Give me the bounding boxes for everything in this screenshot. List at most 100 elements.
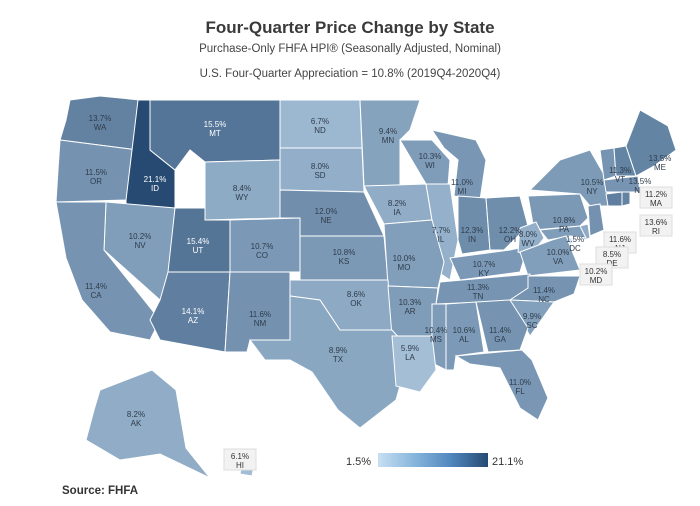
state-abbr-wa: WA xyxy=(94,123,107,132)
state-me[interactable] xyxy=(625,109,677,177)
state-value-dc: 1.5% xyxy=(566,235,584,244)
state-abbr-mi: MI xyxy=(458,187,467,196)
state-mo[interactable] xyxy=(383,219,445,289)
state-value-nm: 11.6% xyxy=(249,310,271,319)
label-box-ma xyxy=(639,186,673,209)
map-subtitle: Purchase-Only FHFA HPI® (Seasonally Adju… xyxy=(199,43,501,55)
state-abbr-nm: NM xyxy=(254,319,267,328)
state-value-md: 10.2% xyxy=(585,267,608,276)
state-abbr-sc: SC xyxy=(526,321,537,330)
state-abbr-ne: NE xyxy=(320,216,331,225)
state-value-ca: 11.4% xyxy=(85,282,107,291)
state-abbr-or: OR xyxy=(90,177,102,186)
state-value-ok: 8.6% xyxy=(347,290,365,299)
state-ak[interactable] xyxy=(85,369,211,479)
state-value-ma: 11.2% xyxy=(645,190,667,199)
state-abbr-oh: OH xyxy=(504,235,516,244)
state-la[interactable] xyxy=(391,335,437,393)
state-oh[interactable] xyxy=(485,195,529,251)
state-value-nv: 10.2% xyxy=(129,232,152,241)
state-va[interactable] xyxy=(519,235,581,277)
state-ga[interactable] xyxy=(475,299,529,353)
state-abbr-in: IN xyxy=(468,235,476,244)
label-box-ri xyxy=(639,214,673,237)
state-value-al: 10.6% xyxy=(453,326,476,335)
state-tx[interactable] xyxy=(249,295,411,429)
state-abbr-wv: WV xyxy=(522,239,536,248)
state-abbr-ok: OK xyxy=(350,299,362,308)
state-value-wa: 13.7% xyxy=(89,114,112,123)
state-abbr-il: IL xyxy=(438,235,445,244)
state-value-wi: 10.3% xyxy=(419,152,442,161)
state-value-sc: 9.9% xyxy=(523,312,541,321)
state-wi[interactable] xyxy=(399,139,451,187)
state-value-tn: 11.3% xyxy=(467,283,489,292)
state-value-co: 10.7% xyxy=(251,242,274,251)
state-abbr-vt: VT xyxy=(615,175,625,184)
state-ca[interactable] xyxy=(55,201,161,341)
state-abbr-ms: MS xyxy=(430,335,442,344)
state-value-ak: 8.2% xyxy=(127,410,145,419)
state-value-va: 10.0% xyxy=(547,248,570,257)
state-value-de: 8.5% xyxy=(603,250,621,259)
state-fl[interactable] xyxy=(454,349,549,421)
state-in[interactable] xyxy=(457,195,491,255)
state-ct[interactable] xyxy=(605,191,623,207)
state-abbr-tn: TN xyxy=(473,292,484,301)
state-abbr-mn: MN xyxy=(382,136,395,145)
state-abbr-id: ID xyxy=(151,184,159,193)
us-appreciation-text: U.S. Four-Quarter Appreciation = 10.8% (… xyxy=(199,68,501,80)
state-abbr-hi: HI xyxy=(236,461,244,470)
state-value-in: 12.3% xyxy=(461,226,484,235)
state-value-wv: 8.0% xyxy=(519,230,537,239)
state-md[interactable] xyxy=(539,225,587,241)
state-abbr-ut: UT xyxy=(193,246,204,255)
state-abbr-la: LA xyxy=(405,353,415,362)
state-value-ri: 13.6% xyxy=(645,218,668,227)
state-value-wy: 8.4% xyxy=(233,184,251,193)
legend-low-label: 1.5% xyxy=(346,456,372,468)
state-or[interactable] xyxy=(55,139,139,203)
state-value-nd: 6.7% xyxy=(311,117,329,126)
state-abbr-ma: MA xyxy=(650,199,663,208)
state-value-mt: 15.5% xyxy=(204,120,227,129)
state-value-ct: 14.1% xyxy=(609,206,632,215)
state-abbr-co: CO xyxy=(256,251,268,260)
state-abbr-va: VA xyxy=(553,257,564,266)
label-box-md xyxy=(579,263,613,286)
state-value-hi: 6.1% xyxy=(231,452,249,461)
legend-high-label: 21.1% xyxy=(492,456,524,468)
state-abbr-nv: NV xyxy=(134,241,146,250)
state-value-fl: 11.0% xyxy=(509,378,531,387)
state-ri[interactable] xyxy=(621,191,631,207)
state-abbr-fl: FL xyxy=(515,387,525,396)
state-abbr-ri: RI xyxy=(652,227,660,236)
state-abbr-ar: AR xyxy=(404,307,415,316)
state-abbr-mt: MT xyxy=(209,129,221,138)
state-abbr-ct: CT xyxy=(615,215,626,224)
state-ms[interactable] xyxy=(431,303,447,371)
state-abbr-az: AZ xyxy=(188,316,198,325)
state-abbr-ia: IA xyxy=(393,208,401,217)
state-abbr-ga: GA xyxy=(494,335,506,344)
state-nj[interactable] xyxy=(587,203,605,237)
state-value-or: 11.5% xyxy=(85,168,107,177)
state-value-sd: 8.0% xyxy=(311,162,329,171)
state-value-nc: 11.4% xyxy=(533,286,555,295)
label-box-hi xyxy=(223,448,257,471)
state-value-tx: 8.9% xyxy=(329,346,347,355)
state-value-ks: 10.8% xyxy=(333,248,356,257)
state-value-az: 14.1% xyxy=(182,307,205,316)
state-abbr-dc: DC xyxy=(569,244,581,253)
state-abbr-mo: MO xyxy=(398,263,411,272)
state-value-ar: 10.3% xyxy=(399,298,422,307)
state-abbr-sd: SD xyxy=(314,171,325,180)
state-value-ny: 10.5% xyxy=(581,178,604,187)
state-value-il: 7.7% xyxy=(432,226,450,235)
state-abbr-ca: CA xyxy=(90,291,102,300)
state-value-oh: 12.2% xyxy=(499,226,522,235)
state-abbr-pa: PA xyxy=(559,225,570,234)
state-value-ms: 10.4% xyxy=(425,326,448,335)
state-abbr-nd: ND xyxy=(314,126,326,135)
